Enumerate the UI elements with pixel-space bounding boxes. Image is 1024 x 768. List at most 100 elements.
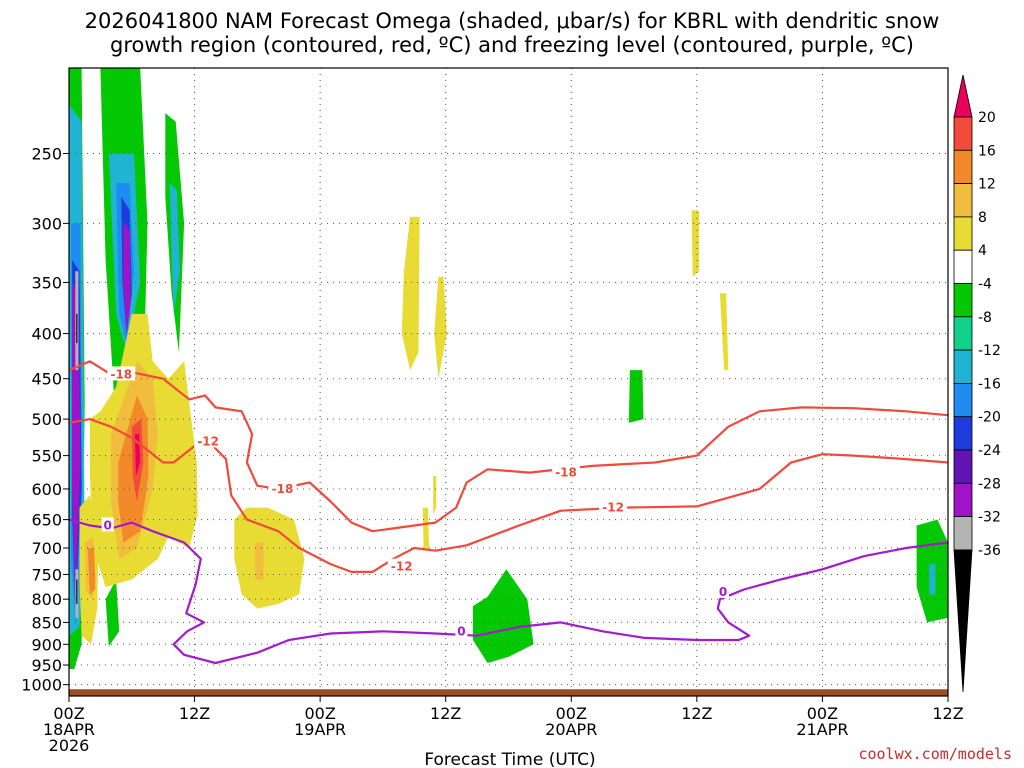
omega-region-23: [234, 507, 305, 609]
colorbar-label: -32: [978, 510, 1001, 526]
x-tick-label: 12Z: [430, 704, 461, 723]
y-tick-label: 1000: [21, 676, 62, 695]
contour-label-bg: [268, 480, 297, 495]
colorbar-swatch: [953, 516, 973, 551]
colorbar-swatch: [953, 416, 973, 451]
colorbar-swatch: [953, 183, 973, 218]
omega-region-9: [169, 183, 180, 314]
y-tick-label: 400: [31, 325, 62, 344]
plot-frame: [68, 67, 949, 697]
y-tick-label: 600: [31, 480, 62, 499]
y-tick-label: 850: [31, 613, 62, 632]
title-line-2: growth region (contoured, red, ºC) and f…: [110, 33, 914, 57]
colorbar-top-arrow: [953, 74, 973, 118]
x-tick-label: 00Z: [807, 704, 838, 723]
y-tick-label: 250: [31, 144, 62, 163]
contour-label-4: -18: [555, 466, 577, 480]
x-axis-title: Forecast Time (UTC): [424, 750, 595, 768]
colorbar-label: -12: [978, 343, 1001, 359]
colorbar-label: -16: [978, 376, 1001, 392]
colorbar-bottom-arrow: [953, 549, 973, 693]
colorbar-label: 8: [978, 210, 987, 226]
omega-shading: [69, 68, 948, 669]
omega-region-29: [719, 293, 729, 371]
contour-label-0: -18: [110, 367, 132, 381]
y-tick-label: 550: [31, 447, 62, 466]
y-tick-label: 500: [31, 410, 62, 429]
contour-label-bg: [599, 499, 628, 514]
colorbar-swatch: [953, 382, 973, 418]
ground-fill: [69, 689, 948, 696]
colorbar-label: -28: [978, 476, 1001, 492]
y-tick-label: 650: [31, 511, 62, 530]
colorbar-swatch: [953, 449, 973, 484]
y-tick-label: 750: [31, 565, 62, 584]
contour-label-2: -18: [272, 482, 294, 496]
y-tick-label: 300: [31, 214, 62, 233]
contour-label-8: 0: [719, 585, 727, 599]
x-tick-label: 19APR: [294, 720, 346, 739]
contour-label-1: -12: [197, 434, 219, 448]
omega-region-26: [433, 476, 437, 514]
omega-region-4: [472, 569, 534, 663]
colorbar-swatch: [953, 249, 973, 284]
colorbar-swatch: [953, 482, 973, 517]
y-tick-label: 350: [31, 273, 62, 292]
x-tick-label: 2026: [49, 736, 90, 755]
colorbar-label: -20: [978, 410, 1001, 426]
x-tick-label: 00Z: [556, 704, 587, 723]
colorbar: 20 16 12 8 4 -4 -8 -12 -16 -20 -24 -28 -32 -36: [953, 74, 1001, 693]
y-tick-label: 700: [31, 539, 62, 558]
x-tick-label: 12Z: [932, 704, 963, 723]
colorbar-label: 16: [978, 143, 996, 159]
contour-labels: -18 -12 -18 -12 -18 -12 0 0 0: [101, 366, 730, 638]
x-tick-label: 20APR: [545, 720, 597, 739]
y-tick-label: 900: [31, 635, 62, 654]
y-axis: 250 300 350 400 450 500 550 600 650 700 750 800 850 9…: [21, 144, 69, 695]
colorbar-swatch: [953, 149, 973, 185]
y-tick-label: 450: [31, 370, 62, 389]
x-tick-label: 21APR: [796, 720, 848, 739]
chart-title: 2026041800 NAM Forecast Omega (shaded, μ…: [85, 9, 940, 57]
colorbar-label: 20: [978, 110, 996, 126]
contour-label-5: -12: [602, 501, 624, 515]
x-tick-label: 18APR: [43, 720, 95, 739]
grid: [68, 68, 949, 696]
omega-region-34: [87, 548, 96, 595]
colorbar-swatch: [953, 216, 973, 251]
omega-region-16: [123, 223, 131, 334]
contour-line-0: [68, 360, 949, 533]
x-tick-label: 00Z: [53, 704, 84, 723]
x-tick-label: 12Z: [179, 704, 210, 723]
contour-label-bg: [552, 464, 581, 479]
omega-region-27: [422, 507, 429, 551]
contour-label-6: 0: [104, 518, 112, 532]
omega-region-20: [76, 579, 78, 604]
colorbar-label: 12: [978, 177, 996, 193]
title-line-1: 2026041800 NAM Forecast Omega (shaded, μ…: [85, 9, 940, 33]
colorbar-swatch: [953, 283, 973, 318]
x-tick-label: 00Z: [304, 704, 335, 723]
omega-region-25: [434, 276, 447, 379]
contour-label-bg: [101, 517, 114, 532]
y-tick-label: 800: [31, 590, 62, 609]
colorbar-label: -24: [978, 443, 1001, 459]
y-tick-label: 950: [31, 656, 62, 675]
colorbar-swatch: [953, 116, 973, 151]
colorbar-label: -4: [978, 277, 992, 293]
omega-region-10: [929, 564, 936, 595]
colorbar-label: 4: [978, 243, 987, 259]
contour-label-3: -12: [391, 560, 413, 574]
contour-label-bg: [455, 623, 468, 638]
omega-region-32: [255, 542, 264, 580]
contour-label-bg: [717, 583, 730, 598]
contour-line-1: [68, 418, 949, 574]
colorbar-label: -8: [978, 310, 992, 326]
colorbar-label: -36: [978, 543, 1001, 559]
omega-region-3: [105, 579, 120, 647]
colorbar-swatch: [953, 349, 973, 384]
omega-region-28: [691, 210, 699, 277]
credit-text: coolwx.com/models: [858, 745, 1012, 763]
